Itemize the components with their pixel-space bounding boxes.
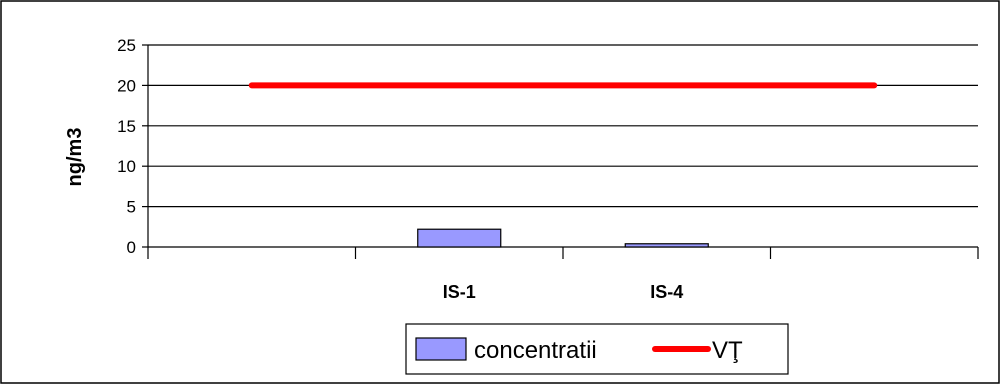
y-tick-label: 5: [127, 198, 136, 217]
legend: concentratii VŢ: [405, 323, 789, 375]
y-tick-label: 25: [117, 36, 136, 55]
y-tick-label: 10: [117, 157, 136, 176]
x-category-label: IS-4: [650, 282, 683, 302]
x-category-label: IS-1: [443, 282, 476, 302]
legend-box: [405, 323, 789, 375]
y-tick-label: 0: [127, 238, 136, 257]
plot-area: 0 5 10 15 20 25 IS-1 IS-4: [117, 36, 979, 302]
bar: [417, 228, 502, 248]
legend-label-series-2: VŢ: [712, 337, 743, 364]
legend-label-series-1: concentratii: [474, 337, 597, 364]
y-tick-label: 20: [117, 76, 136, 95]
y-axis-title: ng/m3: [64, 128, 86, 187]
legend-swatch-bar: [415, 337, 467, 361]
bar: [624, 243, 709, 248]
y-tick-label: 15: [117, 117, 136, 136]
